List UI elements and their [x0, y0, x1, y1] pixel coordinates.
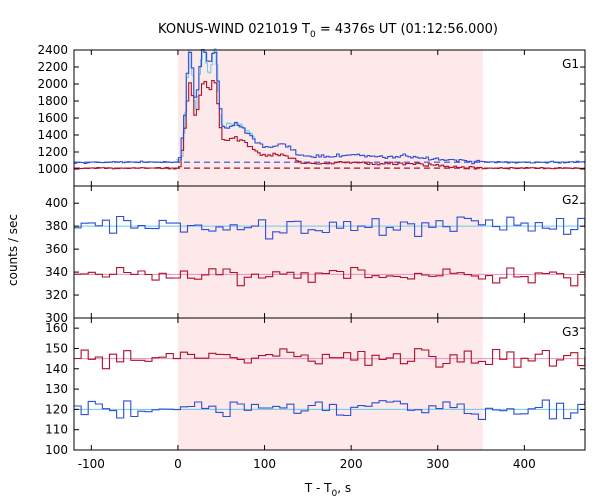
x-tick-label: 200: [340, 457, 363, 471]
panel-label: G2: [562, 193, 579, 207]
y-tick-label: 360: [45, 242, 68, 256]
panels-group: 10001200140016001800200022002400G1300320…: [37, 43, 586, 471]
title-main: KONUS-WIND 021019 T: [158, 22, 310, 37]
title-rest: = 4376s UT (01:12:56.000): [316, 22, 498, 37]
y-tick-label: 130: [45, 382, 68, 396]
title-subscript: 0: [310, 30, 316, 40]
series-blue-line: [74, 399, 586, 420]
highlight-interval: [177, 318, 483, 450]
panel-label: G3: [562, 325, 579, 339]
x-axis-label: T - T0, s: [304, 481, 351, 499]
y-tick-label: 160: [45, 321, 68, 335]
y-tick-label: 110: [45, 423, 68, 437]
y-tick-label: 140: [45, 362, 68, 376]
y-tick-label: 1800: [37, 94, 68, 108]
panel-g1: 1000 1200 1400 1600 1800 2000 2200 2400 G1: [37, 43, 586, 187]
y-tick-label: 120: [45, 402, 68, 416]
x-label-main: T - T: [304, 481, 332, 495]
y-tick-label: 1600: [37, 111, 68, 125]
y-tick-label: 100: [45, 443, 68, 457]
x-tick-label: 100: [253, 457, 276, 471]
series-red-line: [74, 348, 586, 370]
y-tick-label: 1200: [37, 145, 68, 159]
y-tick-label: 2000: [37, 77, 68, 91]
x-tick-label: 400: [513, 457, 536, 471]
series-blue-line: [74, 215, 586, 240]
panel-frame: [73, 317, 586, 451]
x-label-rest: , s: [337, 481, 351, 495]
y-axis-label: counts / sec: [6, 214, 20, 286]
highlight-interval: [177, 186, 483, 318]
x-label-subscript: 0: [332, 489, 338, 499]
y-tick-label: 1400: [37, 128, 68, 142]
series-red-line: [74, 80, 585, 170]
figure-title: KONUS-WIND 021019 T0 = 4376s UT (01:12:5…: [158, 22, 498, 40]
y-tick-label: 2400: [37, 43, 68, 57]
series-blue-line: [74, 48, 585, 165]
y-tick-label: 2200: [37, 60, 68, 74]
x-tick-label: -100: [78, 457, 105, 471]
panel-g3: 100 110 120 130 140 150 160 -100 0 100 200 300 400 G3: [45, 317, 586, 471]
y-tick-label: 150: [45, 341, 68, 355]
y-tick-label: 400: [45, 196, 68, 210]
y-tick-label: 340: [45, 265, 68, 279]
x-tick-label: 300: [426, 457, 449, 471]
y-tick-label: 320: [45, 288, 68, 302]
panel-label: G1: [562, 57, 579, 71]
highlight-interval: [177, 50, 483, 186]
x-tick-label: 0: [174, 457, 182, 471]
y-tick-label: 1000: [37, 162, 68, 176]
y-tick-label: 300: [45, 311, 68, 325]
panel-g2: 300 320 340 360 380 400 G2: [45, 185, 586, 325]
series-red-line: [74, 267, 586, 287]
y-tick-label: 380: [45, 219, 68, 233]
